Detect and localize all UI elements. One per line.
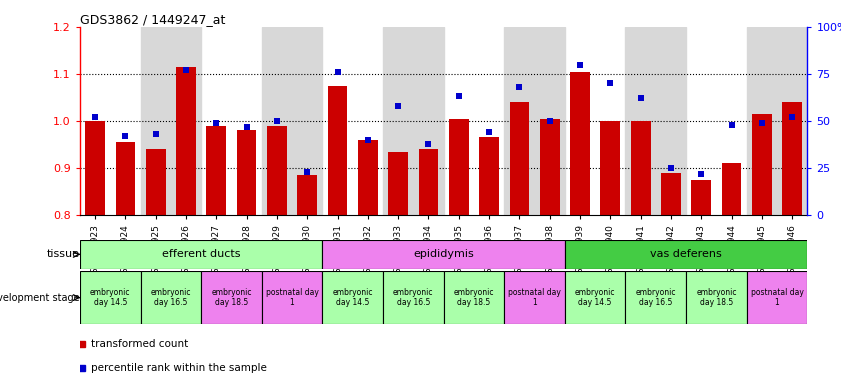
Bar (322, 240, 565, 269)
Text: embryonic
day 16.5: embryonic day 16.5 (636, 288, 676, 307)
Text: embryonic
day 14.5: embryonic day 14.5 (90, 288, 130, 307)
Text: embryonic
day 18.5: embryonic day 18.5 (453, 288, 495, 307)
Bar (267, 126, 287, 215)
Bar (262, 271, 322, 324)
Bar (383, 27, 444, 215)
Text: percentile rank within the sample: percentile rank within the sample (91, 362, 267, 373)
Bar (322, 271, 383, 324)
Bar (747, 27, 807, 215)
Bar (782, 102, 802, 215)
Bar (565, 240, 807, 269)
Bar (80, 240, 322, 269)
Text: embryonic
day 18.5: embryonic day 18.5 (211, 288, 251, 307)
Text: embryonic
day 18.5: embryonic day 18.5 (696, 288, 737, 307)
Bar (722, 163, 742, 215)
Bar (140, 271, 201, 324)
Text: vas deferens: vas deferens (650, 249, 722, 260)
Text: epididymis: epididymis (413, 249, 474, 260)
Bar (383, 271, 444, 324)
Bar (201, 271, 262, 324)
Text: efferent ducts: efferent ducts (161, 249, 241, 260)
Bar (752, 114, 772, 215)
Bar (505, 27, 565, 215)
Text: embryonic
day 14.5: embryonic day 14.5 (332, 288, 373, 307)
Bar (626, 27, 686, 215)
Bar (115, 142, 135, 215)
Bar (505, 271, 565, 324)
Text: transformed count: transformed count (91, 339, 188, 349)
Bar (140, 27, 201, 215)
Bar (600, 121, 620, 215)
Bar (298, 175, 317, 215)
Bar (176, 67, 196, 215)
Text: embryonic
day 16.5: embryonic day 16.5 (393, 288, 434, 307)
Bar (80, 271, 140, 324)
Bar (540, 119, 559, 215)
Bar (631, 121, 650, 215)
Bar (237, 130, 257, 215)
Bar (661, 173, 681, 215)
Text: development stage: development stage (0, 293, 79, 303)
Bar (510, 102, 529, 215)
Bar (85, 121, 105, 215)
Bar (626, 271, 686, 324)
Text: embryonic
day 16.5: embryonic day 16.5 (151, 288, 191, 307)
Bar (419, 149, 438, 215)
Bar (358, 140, 378, 215)
Text: postnatal day
1: postnatal day 1 (751, 288, 803, 307)
Text: GDS3862 / 1449247_at: GDS3862 / 1449247_at (80, 13, 225, 26)
Bar (691, 180, 711, 215)
Bar (565, 271, 626, 324)
Bar (444, 271, 505, 324)
Bar (206, 126, 226, 215)
Bar (686, 271, 747, 324)
Bar (328, 86, 347, 215)
Bar (747, 271, 807, 324)
Text: postnatal day
1: postnatal day 1 (266, 288, 319, 307)
Text: embryonic
day 14.5: embryonic day 14.5 (575, 288, 616, 307)
Bar (262, 27, 322, 215)
Bar (570, 71, 590, 215)
Bar (389, 152, 408, 215)
Bar (145, 149, 166, 215)
Bar (479, 137, 499, 215)
Bar (449, 119, 468, 215)
Text: postnatal day
1: postnatal day 1 (508, 288, 561, 307)
Text: tissue: tissue (46, 249, 79, 260)
